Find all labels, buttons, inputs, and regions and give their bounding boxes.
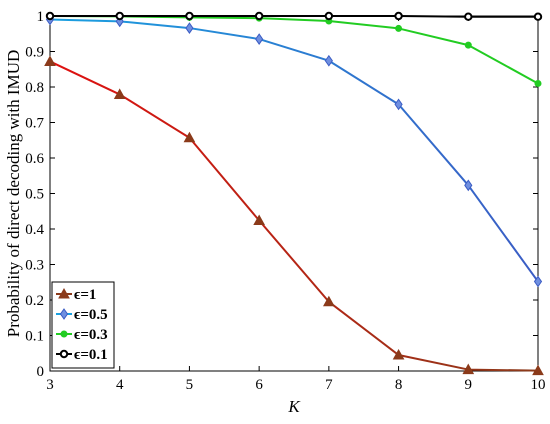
- data-point-circle-open: [59, 349, 69, 359]
- legend-label: ϵ=0.3: [74, 327, 108, 343]
- tick-labels: 3 4 5 6 7 8 9 10 0 0.1 0.2 0.3 0.4 0.5 0.6 0.7 0.8 0.9 1: [25, 9, 545, 393]
- data-point-diamond: [185, 22, 194, 34]
- y-tick-label: 0.2: [25, 293, 44, 309]
- y-tick-label: 0.6: [25, 151, 44, 167]
- x-axis-title: K: [287, 397, 301, 416]
- data-point-diamond: [533, 275, 543, 288]
- data-point-triangle: [58, 287, 70, 299]
- x-tick-label: 4: [116, 377, 124, 393]
- y-tick-label: 0.5: [25, 187, 44, 203]
- series-line: [50, 15, 538, 18]
- y-tick-label: 0.9: [25, 45, 44, 61]
- series-line: [49, 60, 539, 372]
- x-tick-label: 5: [186, 377, 194, 393]
- data-point-triangle: [462, 363, 475, 375]
- data-point-triangle: [183, 131, 196, 143]
- data-point-circle: [464, 41, 472, 49]
- data-point-circle-open: [394, 11, 403, 21]
- data-point-circle-open: [533, 12, 543, 21]
- x-tick-label: 8: [395, 377, 403, 393]
- series-3: [45, 11, 543, 21]
- x-tick-label: 7: [325, 377, 333, 393]
- x-tick-label: 9: [465, 377, 473, 393]
- data-point-triangle: [323, 295, 335, 307]
- series-0: [44, 55, 544, 376]
- data-point-circle-open: [324, 11, 334, 21]
- y-tick-label: 0.3: [25, 258, 44, 274]
- series-layer: [44, 11, 544, 376]
- data-point-triangle: [392, 348, 405, 360]
- data-point-diamond: [324, 54, 333, 67]
- legend-label: ϵ=0.5: [74, 307, 108, 323]
- data-point-circle-open: [185, 11, 194, 21]
- legend-label: ϵ=1: [74, 287, 96, 303]
- y-axis-title: Probability of direct decoding with IMUD: [4, 50, 23, 338]
- data-point-circle-open: [115, 11, 124, 21]
- plot-frame: [49, 15, 539, 372]
- y-tick-label: 0.4: [25, 222, 44, 238]
- y-tick-label: 1: [37, 9, 45, 25]
- x-tick-label: 3: [46, 377, 54, 393]
- y-tick-label: 0: [37, 364, 45, 380]
- data-point-circle: [395, 24, 403, 32]
- data-point-circle-open: [254, 11, 264, 21]
- y-tick-label: 0.7: [25, 116, 44, 132]
- data-point-diamond: [59, 308, 69, 320]
- data-point-diamond: [255, 33, 264, 45]
- x-tick-label: 10: [531, 377, 546, 393]
- data-point-circle-open: [45, 11, 55, 21]
- data-point-circle: [60, 330, 68, 338]
- data-point-diamond: [394, 98, 403, 111]
- series-line: [49, 18, 539, 283]
- data-point-triangle: [532, 364, 544, 376]
- legend-label: ϵ=0.1: [74, 347, 108, 363]
- data-point-triangle: [44, 55, 56, 66]
- data-point-triangle: [113, 88, 126, 99]
- y-tick-label: 0.1: [25, 329, 44, 345]
- data-point-triangle: [253, 214, 265, 225]
- y-tick-label: 0.8: [25, 80, 44, 96]
- legend: ϵ=1 ϵ=0.5 ϵ=0.3 ϵ=0.1: [51, 281, 115, 369]
- x-tick-label: 6: [255, 377, 263, 393]
- data-point-diamond: [464, 179, 473, 192]
- data-point-circle-open: [464, 12, 473, 21]
- plot-area: [49, 15, 539, 372]
- data-point-circle: [534, 79, 542, 87]
